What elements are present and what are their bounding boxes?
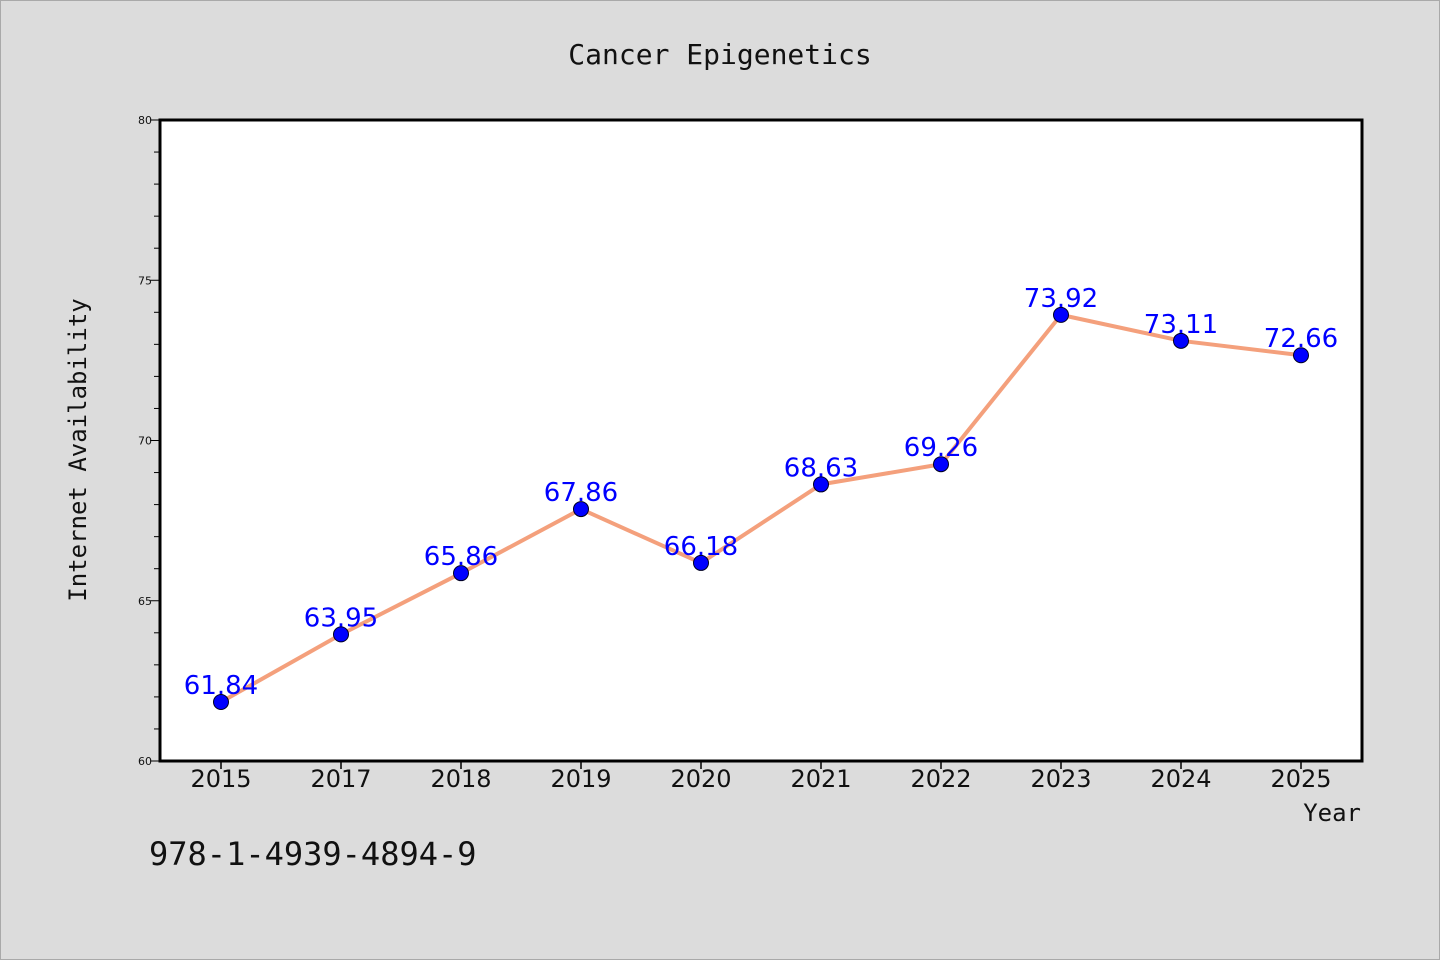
x-tick-label: 2017	[310, 765, 371, 793]
data-label: 69.26	[904, 433, 978, 463]
y-tick-label: 80	[138, 114, 152, 127]
data-point-marker	[693, 554, 709, 571]
series-line-layer	[219, 312, 1303, 705]
y-tick-label: 65	[138, 595, 152, 608]
plot-frame	[158, 118, 1364, 763]
x-tick-label: 2025	[1270, 765, 1331, 793]
data-point-marker	[213, 694, 229, 711]
data-point-marker	[813, 476, 829, 493]
x-tick-label: 2019	[550, 765, 611, 793]
data-label: 72.66	[1264, 324, 1338, 354]
y-tick-label: 75	[138, 274, 152, 287]
data-point-marker	[573, 501, 589, 518]
plot-area	[160, 120, 1362, 761]
x-tick-label: 2015	[190, 765, 251, 793]
data-label: 65.86	[424, 542, 498, 572]
y-axis-label: Internet Availability	[64, 298, 92, 601]
data-point-marker	[1053, 306, 1069, 323]
data-label: 61.84	[184, 671, 258, 701]
series-line	[219, 312, 1303, 705]
y-tick-label: 70	[138, 435, 152, 448]
footnote-isbn: 978-1-4939-4894-9	[149, 835, 477, 873]
data-point-marker	[933, 456, 949, 473]
x-tick-label: 2024	[1150, 765, 1211, 793]
data-label: 73.11	[1144, 310, 1218, 340]
data-point-marker	[333, 626, 349, 643]
x-tick-label: 2022	[910, 765, 971, 793]
x-tick-label: 2023	[1030, 765, 1091, 793]
chart-title: Cancer Epigenetics	[568, 38, 871, 71]
data-point-marker	[453, 565, 469, 582]
x-axis-label: Year	[1303, 799, 1361, 827]
data-label: 67.86	[544, 478, 618, 508]
markers-layer	[213, 306, 1309, 711]
y-tick-label: 60	[138, 755, 152, 768]
axis-ticks: 60 65 70 75 80 2015 2017 2018 2019 2020 2021 2022 20…	[138, 114, 1332, 793]
data-point-marker	[1173, 332, 1189, 349]
data-point-marker	[1293, 347, 1309, 364]
x-tick-label: 2020	[670, 765, 731, 793]
data-label: 73.92	[1024, 284, 1098, 314]
x-tick-label: 2021	[790, 765, 851, 793]
data-label: 66.18	[664, 532, 738, 562]
data-label: 63.95	[304, 603, 378, 633]
data-labels-layer: 61.84 63.95 65.86 67.86 66.18 68.63 69.26 73.92…	[184, 284, 1338, 701]
x-tick-label: 2018	[430, 765, 491, 793]
data-label: 68.63	[784, 453, 858, 483]
